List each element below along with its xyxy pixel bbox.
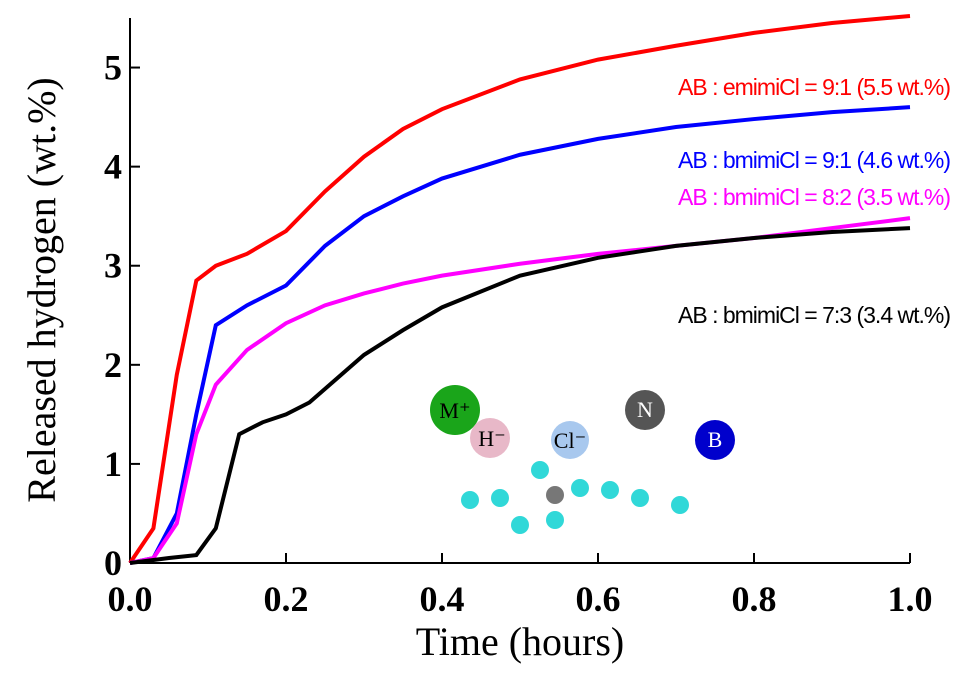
chart: Time (hours) Released hydrogen (wt.%) 0 1… xyxy=(0,0,957,675)
ring xyxy=(461,461,689,534)
x-tick-label: 0.2 xyxy=(264,579,309,619)
y-tick-label: 3 xyxy=(104,246,122,286)
y-tick-label: 2 xyxy=(104,345,122,385)
illustration-label: H⁻ xyxy=(478,426,506,451)
y-tick-label: 0 xyxy=(104,543,122,583)
y-tick-label: 4 xyxy=(104,147,122,187)
x-axis-title: Time (hours) xyxy=(416,619,625,664)
x-tick-label: 0.4 xyxy=(420,579,465,619)
y-tick-label: 5 xyxy=(104,48,122,88)
illustration-label: B xyxy=(708,427,723,452)
series-label: AB : emimiCl = 9:1 (5.5 wt.%) xyxy=(678,74,950,100)
series-label: AB : bmimiCl = 9:1 (4.6 wt.%) xyxy=(678,147,950,173)
x-tick-label: 0.0 xyxy=(108,579,153,619)
line xyxy=(130,228,910,563)
illustration-label: M⁺ xyxy=(439,398,470,423)
illustration xyxy=(430,385,735,534)
y-tick-label: 1 xyxy=(104,444,122,484)
y-axis-title: Released hydrogen (wt.%) xyxy=(19,77,64,502)
illustration-label: Cl⁻ xyxy=(554,428,586,453)
illustration-label: N xyxy=(637,397,653,422)
x-tick-label: 0.6 xyxy=(576,579,621,619)
line xyxy=(130,107,910,563)
series-label: AB : bmimiCl = 7:3 (3.4 wt.%) xyxy=(678,302,950,328)
x-tick-label: 0.8 xyxy=(732,579,777,619)
line xyxy=(130,218,910,563)
x-tick-label: 1.0 xyxy=(888,579,933,619)
series-label: AB : bmimiCl = 8:2 (3.5 wt.%) xyxy=(678,184,950,210)
